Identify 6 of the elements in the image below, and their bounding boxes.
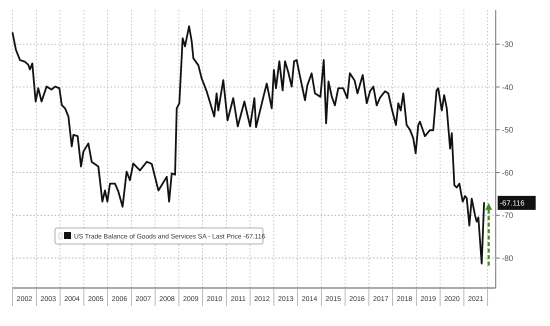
y-tick-label: -50 [502,126,514,135]
y-tick-label: -60 [502,168,514,178]
y-tick-label: -30 [502,40,514,50]
y-tick-label: -80 [502,254,514,263]
y-tick-label: -70 [502,211,514,220]
y-tick-label: -40 [502,82,514,92]
